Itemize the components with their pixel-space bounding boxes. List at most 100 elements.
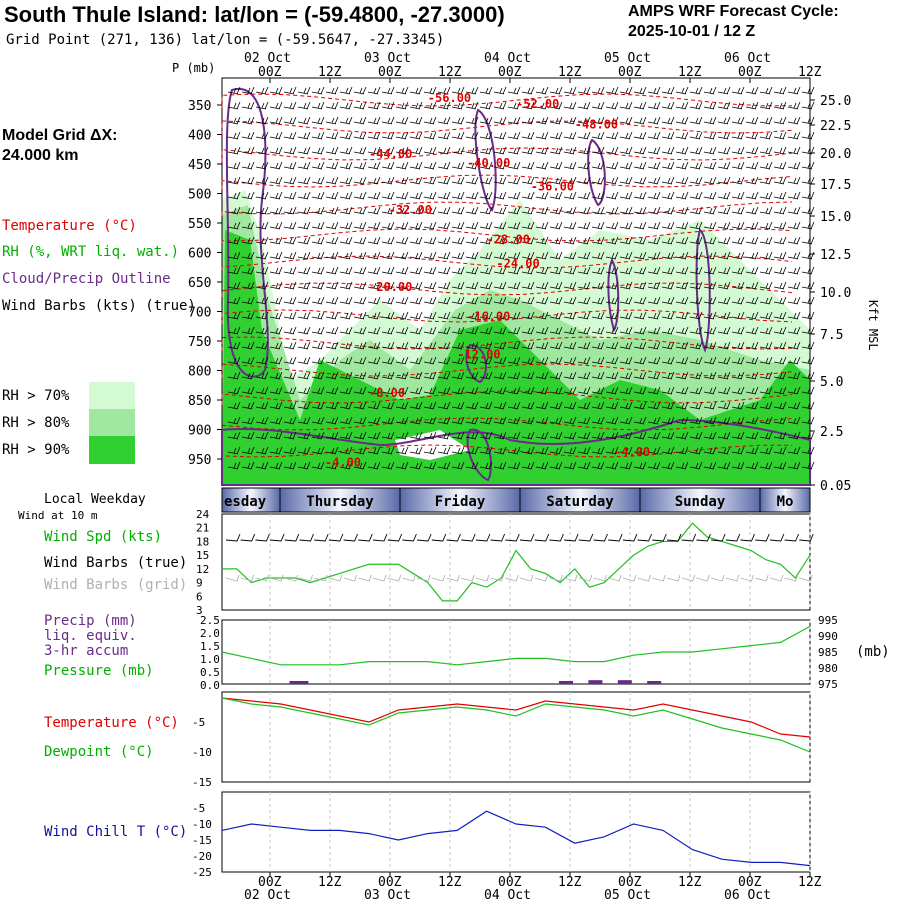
wind-barb: [227, 416, 241, 425]
wind-barb: [633, 116, 647, 125]
wind-barb: [731, 236, 745, 245]
cloud-outline: [466, 428, 492, 482]
wind-barb: [339, 296, 353, 305]
wind-barb: [339, 341, 353, 350]
wind-barb: [297, 446, 311, 455]
wind-barb: [297, 191, 311, 200]
wind-barb: [675, 236, 689, 245]
precip-bar: [559, 681, 573, 684]
wind-barb: [549, 341, 563, 350]
wind-barb: [311, 281, 325, 290]
wind-barb: [493, 386, 507, 395]
wind-barb: [689, 416, 703, 425]
wind-barb: [325, 281, 339, 290]
wind-barb: [227, 101, 241, 110]
wind-barb: [311, 371, 325, 380]
wind-barb: [339, 326, 353, 335]
windchill-tick-label: -5: [192, 802, 205, 815]
wind-barb: [647, 296, 661, 305]
wind-barb: [255, 116, 269, 125]
wind-barb: [381, 341, 395, 350]
wind-barb: [773, 281, 787, 290]
wind-barb: [269, 431, 283, 440]
wind-barb: [255, 311, 269, 320]
wind-barb: [437, 416, 451, 425]
wind-barb: [325, 416, 339, 425]
wind-barb-grid: [740, 574, 754, 582]
wind-barb: [731, 191, 745, 200]
wind-barb: [241, 341, 255, 350]
wind-barb: [227, 431, 241, 440]
wind-barb: [311, 266, 325, 275]
wind-barb: [409, 191, 423, 200]
height-tick-label: 2.5: [820, 425, 843, 440]
wind-barb: [675, 431, 689, 440]
wind-barb: [689, 101, 703, 110]
pressure-tick-label: 450: [188, 158, 211, 173]
wind-barb: [787, 101, 801, 110]
wind-barb: [773, 341, 787, 350]
wind-barb: [241, 266, 255, 275]
wind-barb: [381, 386, 395, 395]
wind-barb: [521, 416, 535, 425]
wind-barb-grid: [387, 574, 402, 582]
wind-barb: [521, 146, 535, 155]
wind-barb: [255, 131, 269, 140]
wind-barb: [801, 236, 815, 245]
wind-barb: [283, 341, 297, 350]
weekday-cell: [399, 487, 521, 513]
wind-barb: [675, 386, 689, 395]
wind-barb: [801, 446, 815, 455]
wind-barb: [577, 131, 591, 140]
pressure-tick-label: 650: [188, 276, 211, 291]
wind-barb-grid: [681, 574, 696, 582]
wind-barb-grid: [299, 574, 313, 582]
wind-barb: [311, 251, 325, 260]
wind-barb: [661, 446, 675, 455]
wind-barb: [745, 116, 759, 125]
wind-barb: [493, 416, 507, 425]
wind-barb: [717, 416, 731, 425]
time-hour-label: 12Z: [558, 65, 582, 80]
wind-barb: [367, 386, 381, 395]
time-date-label: 03 Oct: [364, 51, 411, 66]
wind-barb: [479, 281, 493, 290]
wind-barb: [801, 401, 815, 410]
wind-barb: [759, 161, 773, 170]
wind-barb: [675, 146, 689, 155]
wind-barb: [227, 206, 241, 215]
wind-barb: [479, 371, 493, 380]
wind-barb: [633, 431, 647, 440]
wind-barb: [591, 461, 605, 470]
wind-barb: [367, 251, 381, 260]
wind-barb: [675, 311, 689, 320]
wind-barb: [563, 176, 577, 185]
wind-barb: [381, 236, 395, 245]
temperature-contour: [221, 336, 793, 351]
temperature-contour: [221, 390, 793, 405]
weekday-cell: [639, 487, 761, 513]
wind-barb: [563, 86, 577, 95]
pressure-tick-label: 700: [188, 306, 211, 321]
wind-barb: [451, 116, 465, 125]
wind-barb: [521, 341, 535, 350]
dewpoint-line: [221, 697, 811, 753]
wind-barb: [647, 236, 661, 245]
wind-barb: [689, 431, 703, 440]
wind-barb: [647, 401, 661, 410]
wind-barb-true: [652, 533, 667, 542]
wind-barb: [283, 86, 297, 95]
wind-barb: [437, 236, 451, 245]
wind-barb: [353, 101, 367, 110]
wind-barb: [409, 161, 423, 170]
wind-barb: [717, 131, 731, 140]
wind-barb: [381, 221, 395, 230]
wind-barb: [283, 266, 297, 275]
cycle-value: 2025-10-01 / 12 Z: [628, 23, 756, 40]
wind-barb: [255, 266, 269, 275]
wind-barb: [787, 431, 801, 440]
wind-barb: [535, 101, 549, 110]
wind-barb: [717, 461, 731, 470]
wind-barb-grid: [755, 574, 769, 582]
wind-barb: [479, 326, 493, 335]
